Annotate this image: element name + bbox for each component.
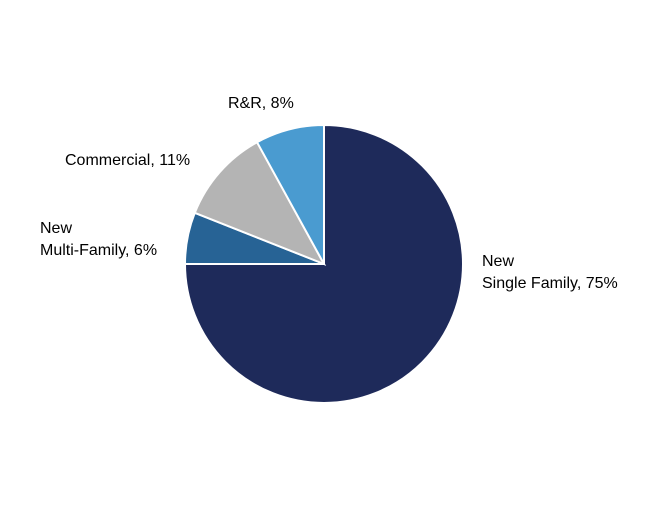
pie-labels: New Single Family, 75% New Multi-Family, 6%… xyxy=(40,95,618,292)
pie-slice-2 xyxy=(193,140,327,266)
pie-slice-label-0: New Single Family, 75% xyxy=(482,253,618,292)
pie-slice-label-line: New xyxy=(482,253,514,270)
pie-slice-0 xyxy=(183,123,464,404)
pie-slice-label-line: Commercial, 11% xyxy=(65,152,190,169)
pie-slice-label-line: New xyxy=(40,220,72,237)
pie-slice-3 xyxy=(255,123,325,265)
pie-slice-label-1: New Multi-Family, 6% xyxy=(40,220,157,259)
pie-slices xyxy=(183,123,464,404)
pie-slice-label-2: Commercial, 11% xyxy=(65,152,190,169)
pie-slice-label-line: R&R, 8% xyxy=(228,95,294,112)
pie-slice-label-line: Single Family, 75% xyxy=(482,275,618,292)
pie-slice-label-3: R&R, 8% xyxy=(228,95,294,112)
pie-slice-label-line: Multi-Family, 6% xyxy=(40,242,157,259)
